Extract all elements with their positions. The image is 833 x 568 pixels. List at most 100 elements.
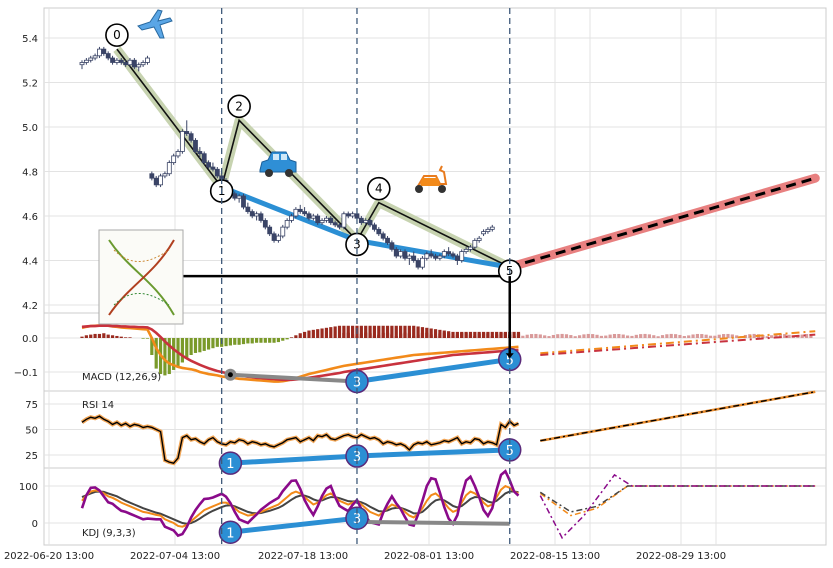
macd-histogram-bar <box>621 334 625 338</box>
macd-histogram-bar <box>268 338 272 343</box>
y-tick-label: 25 <box>25 451 38 462</box>
macd-histogram-bar <box>473 331 477 338</box>
kdj-d-forecast <box>539 485 816 513</box>
macd-histogram-bar <box>206 338 211 350</box>
macd-histogram-bar <box>499 332 503 338</box>
macd-histogram-bar <box>722 334 726 338</box>
candle <box>145 57 150 63</box>
rsi-divergence-marker <box>218 451 243 475</box>
macd-histogram-bar <box>128 337 132 338</box>
macd-histogram-bar <box>351 334 355 338</box>
macd-histogram-bar <box>342 325 346 338</box>
macd-histogram-bar <box>708 335 713 338</box>
forecast-dashed-line <box>509 176 816 269</box>
candle <box>245 206 251 212</box>
macd-histogram-bar <box>451 335 455 338</box>
candle <box>433 255 438 259</box>
candle <box>131 59 137 68</box>
macd-histogram-bar <box>281 338 285 341</box>
macd-histogram-bar <box>460 332 464 338</box>
macd-histogram-bar <box>412 335 416 338</box>
macd-histogram-bar <box>564 334 569 338</box>
wave-vertical-markers <box>221 8 514 545</box>
macd-histogram-bar <box>407 333 411 338</box>
candle <box>140 62 146 66</box>
macd-histogram-bar <box>259 338 263 343</box>
macd-histogram-bar <box>634 334 638 338</box>
macd-histogram-bar <box>416 326 420 338</box>
macd-histogram-bar <box>547 336 551 338</box>
macd-histogram-bar <box>687 335 691 338</box>
macd-histogram-bar <box>809 333 813 338</box>
macd-histogram-bar <box>337 325 342 338</box>
candle <box>110 57 115 63</box>
y-tick-labels: 4.2 4.4 4.6 4.8 5.0 5.2 5.4 0.0 −0.1 75 50 25 100 0 <box>14 34 38 530</box>
candle <box>332 222 338 226</box>
macd-histogram-bar <box>643 333 647 338</box>
macd-histogram-bar <box>569 335 573 338</box>
macd-histogram-bar <box>556 334 560 338</box>
macd-histogram-bar <box>429 328 433 338</box>
scooter-icon <box>415 165 448 193</box>
macd-histogram-bar <box>429 334 433 338</box>
macd-label: MACD (12,26,9) <box>82 372 161 383</box>
macd-histogram-bar <box>783 334 787 338</box>
candle <box>166 162 172 175</box>
macd-histogram-bar <box>351 325 355 338</box>
candle <box>92 55 98 59</box>
rsi-divergence-marker <box>345 444 369 468</box>
macd-histogram-bar <box>385 325 390 338</box>
macd-histogram-bar <box>89 334 93 338</box>
macd-histogram-bar <box>385 332 390 338</box>
macd-histogram-bar <box>464 332 468 338</box>
candle <box>162 173 168 177</box>
macd-histogram-bar <box>263 338 267 343</box>
rsi-line <box>81 415 519 464</box>
rsi-panel: 135 <box>80 390 816 475</box>
candle <box>97 48 102 57</box>
macd-dif-forecast <box>540 330 816 355</box>
macd-histogram-bar <box>241 338 246 345</box>
macd-histogram-bar <box>433 336 438 338</box>
macd-histogram-bar <box>695 333 700 338</box>
candle <box>210 166 216 170</box>
candle <box>79 62 85 66</box>
macd-histogram-bar <box>534 333 538 338</box>
candle <box>385 237 390 244</box>
macd-histogram-bar <box>521 335 525 338</box>
macd-histogram-bar <box>193 338 198 353</box>
macd-histogram-bar <box>346 325 350 338</box>
macd-histogram-bar <box>364 325 368 338</box>
candle <box>232 193 238 199</box>
candle <box>319 220 325 224</box>
x-tick-label: 2022-08-01 13:00 <box>384 551 474 562</box>
x-tick-label: 2022-07-04 13:00 <box>130 551 220 562</box>
macd-histogram-bar <box>442 332 446 338</box>
macd-histogram-bar <box>154 338 158 369</box>
wave-marker-circle <box>227 94 251 119</box>
wave-marker-label: 3 <box>353 237 361 251</box>
x-tick-label: 2022-08-15 13:00 <box>510 551 600 562</box>
kdj-divergence-marker <box>218 520 243 544</box>
macd-histogram-bar <box>377 334 381 338</box>
candle <box>206 162 211 168</box>
candle <box>171 155 177 164</box>
candle <box>267 226 273 235</box>
candle <box>358 217 364 224</box>
candle <box>468 246 473 250</box>
macd-histogram-bar <box>800 334 804 338</box>
kdj-divergence-label: 1 <box>226 526 234 541</box>
candle <box>463 248 469 252</box>
candle <box>83 59 89 63</box>
candle <box>350 213 356 217</box>
candle <box>153 177 159 186</box>
candle <box>123 62 129 66</box>
macd-histogram-bar <box>604 335 608 338</box>
candle <box>127 59 133 66</box>
macd-histogram-bar <box>582 334 586 338</box>
pattern-thumbnail <box>98 229 184 325</box>
candle <box>345 213 351 217</box>
macd-histogram-bar <box>403 332 407 338</box>
candle <box>481 231 486 235</box>
macd-histogram-bar <box>303 331 307 338</box>
